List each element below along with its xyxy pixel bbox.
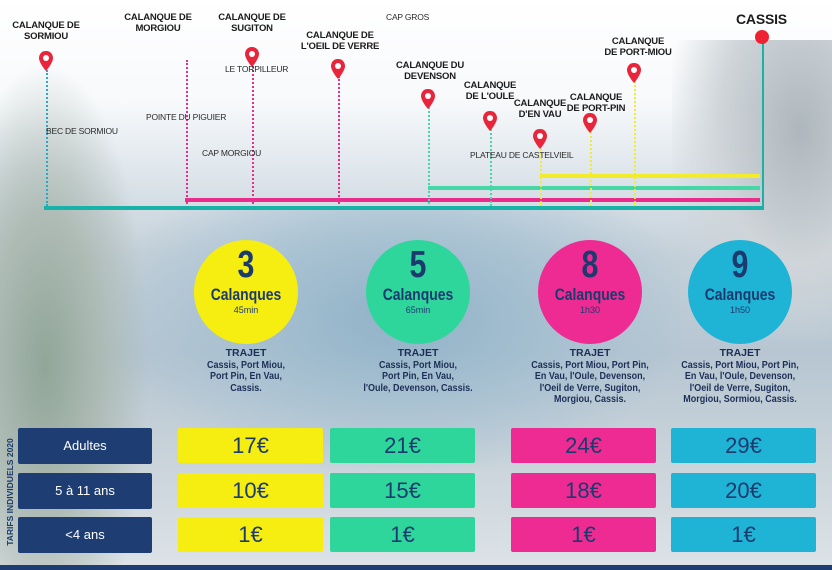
price-cell: 1€ — [511, 517, 656, 552]
map-pin-icon — [38, 50, 54, 72]
marker-line-port-miou — [634, 78, 636, 206]
map-pin-icon — [244, 46, 260, 68]
marker-line-port-pin — [590, 128, 592, 206]
price-cell: 1€ — [671, 517, 816, 552]
cassis-dot-icon — [755, 30, 769, 44]
price-cell: 10€ — [178, 473, 323, 508]
map-pin-icon — [420, 88, 436, 110]
offer-duration: 45min — [233, 305, 259, 315]
trajet-title: TRAJET — [719, 347, 761, 359]
tarifs-side-label: TARIFS INDIVIDUELS 2020 — [2, 425, 16, 565]
offer-word: Calanques — [554, 285, 626, 304]
offer-duration: 65min — [405, 305, 431, 315]
place-label-sugiton: CALANQUE DE SUGITON — [218, 12, 286, 34]
marker-line-sugiton — [252, 66, 254, 204]
place-label-torpilleur: LE TORPILLEUR — [225, 64, 289, 74]
trajet-title: TRAJET — [225, 347, 267, 359]
trajet-stops: Cassis, Port Miou, Port Pin, En Vau, l'O… — [681, 359, 799, 406]
marker-line-devenson — [428, 104, 430, 204]
offer-word: Calanques — [210, 285, 282, 304]
marker-line-morgiou — [186, 60, 188, 204]
offer-count: 3 — [237, 244, 255, 286]
map-pin-icon — [482, 110, 498, 132]
price-cell: 20€ — [671, 473, 816, 508]
marker-line-oule — [490, 126, 492, 206]
bottom-bar — [0, 565, 832, 570]
place-label-cap-morgiou: CAP MORGIOU — [202, 148, 262, 158]
route-line-en-vau — [540, 174, 760, 178]
offer-duration: 1h50 — [729, 305, 751, 315]
price-cell: 29€ — [671, 428, 816, 463]
row-label-5-11: 5 à 11 ans — [18, 473, 152, 509]
marker-line-oeil — [338, 76, 340, 204]
trajet-title: TRAJET — [397, 347, 439, 359]
offer-count: 9 — [731, 244, 749, 286]
offer-badge-8: 8 Calanques 1h30 — [538, 240, 642, 344]
price-cell: 18€ — [511, 473, 656, 508]
price-cell: 24€ — [511, 428, 656, 463]
place-label-pointe-piguier: POINTE DU PIGUIER — [146, 112, 227, 122]
price-cell: 1€ — [330, 517, 475, 552]
trajet-stops: Cassis, Port Miou, Port Pin, En Vau, l'O… — [531, 359, 649, 406]
trajet-stops: Cassis, Port Miou, Port Pin, En Vau, Cas… — [206, 359, 286, 394]
price-cell: 17€ — [178, 428, 323, 463]
route-line-devenson — [428, 186, 760, 190]
place-label-oule: CALANQUE DE L'OULE — [463, 80, 517, 102]
place-label-cap-gros: CAP GROS — [386, 12, 430, 22]
marker-line-cassis — [762, 40, 764, 208]
place-label-bec-sormiou: BEC DE SORMIOU — [46, 126, 118, 136]
offer-count: 8 — [581, 244, 599, 286]
trajet-3: TRAJET Cassis, Port Miou, Port Pin, En V… — [166, 347, 326, 394]
place-label-plateau-castelvieil: PLATEAU DE CASTELVIEIL — [470, 150, 574, 160]
map-pin-icon — [582, 112, 598, 134]
place-label-devenson: CALANQUE DU DEVENSON — [396, 60, 464, 82]
place-label-sormiou: CALANQUE DE SORMIOU — [12, 20, 80, 42]
place-label-port-miou: CALANQUE DE PORT-MIOU — [604, 36, 672, 58]
offer-badge-3: 3 Calanques 45min — [194, 240, 298, 344]
price-cell: 21€ — [330, 428, 475, 463]
map-pin-icon — [626, 62, 642, 84]
trajet-8: TRAJET Cassis, Port Miou, Port Pin, En V… — [510, 347, 670, 406]
offer-badge-5: 5 Calanques 65min — [366, 240, 470, 344]
place-label-cassis: CASSIS — [736, 11, 787, 27]
route-line-morgiou — [185, 198, 760, 202]
trajet-title: TRAJET — [569, 347, 611, 359]
offer-word: Calanques — [704, 285, 776, 304]
row-label-under-4: <4 ans — [18, 517, 152, 553]
offer-duration: 1h30 — [579, 305, 601, 315]
offer-word: Calanques — [382, 285, 454, 304]
place-label-oeil-de-verre: CALANQUE DE L'OEIL DE VERRE — [300, 30, 380, 52]
route-line-sormiou — [44, 206, 764, 210]
marker-line-sormiou — [46, 70, 48, 206]
price-cell: 15€ — [330, 473, 475, 508]
map-pin-icon — [532, 128, 548, 150]
offer-count: 5 — [409, 244, 427, 286]
trajet-9: TRAJET Cassis, Port Miou, Port Pin, En V… — [660, 347, 820, 406]
marker-line-en-vau — [540, 146, 542, 206]
offer-badge-9: 9 Calanques 1h50 — [688, 240, 792, 344]
map-pin-icon — [330, 58, 346, 80]
trajet-stops: Cassis, Port Miou, Port Pin, En Vau, l'O… — [363, 359, 473, 394]
tarifs-side-text: TARIFS INDIVIDUELS 2020 — [5, 438, 15, 546]
row-label-adultes: Adultes — [18, 428, 152, 464]
place-label-en-vau: CALANQUE D'EN VAU — [513, 98, 567, 120]
place-label-morgiou: CALANQUE DE MORGIOU — [124, 12, 192, 34]
place-label-port-pin: CALANQUE DE PORT-PIN — [566, 92, 626, 114]
trajet-5: TRAJET Cassis, Port Miou, Port Pin, En V… — [338, 347, 498, 394]
price-cell: 1€ — [178, 517, 323, 552]
